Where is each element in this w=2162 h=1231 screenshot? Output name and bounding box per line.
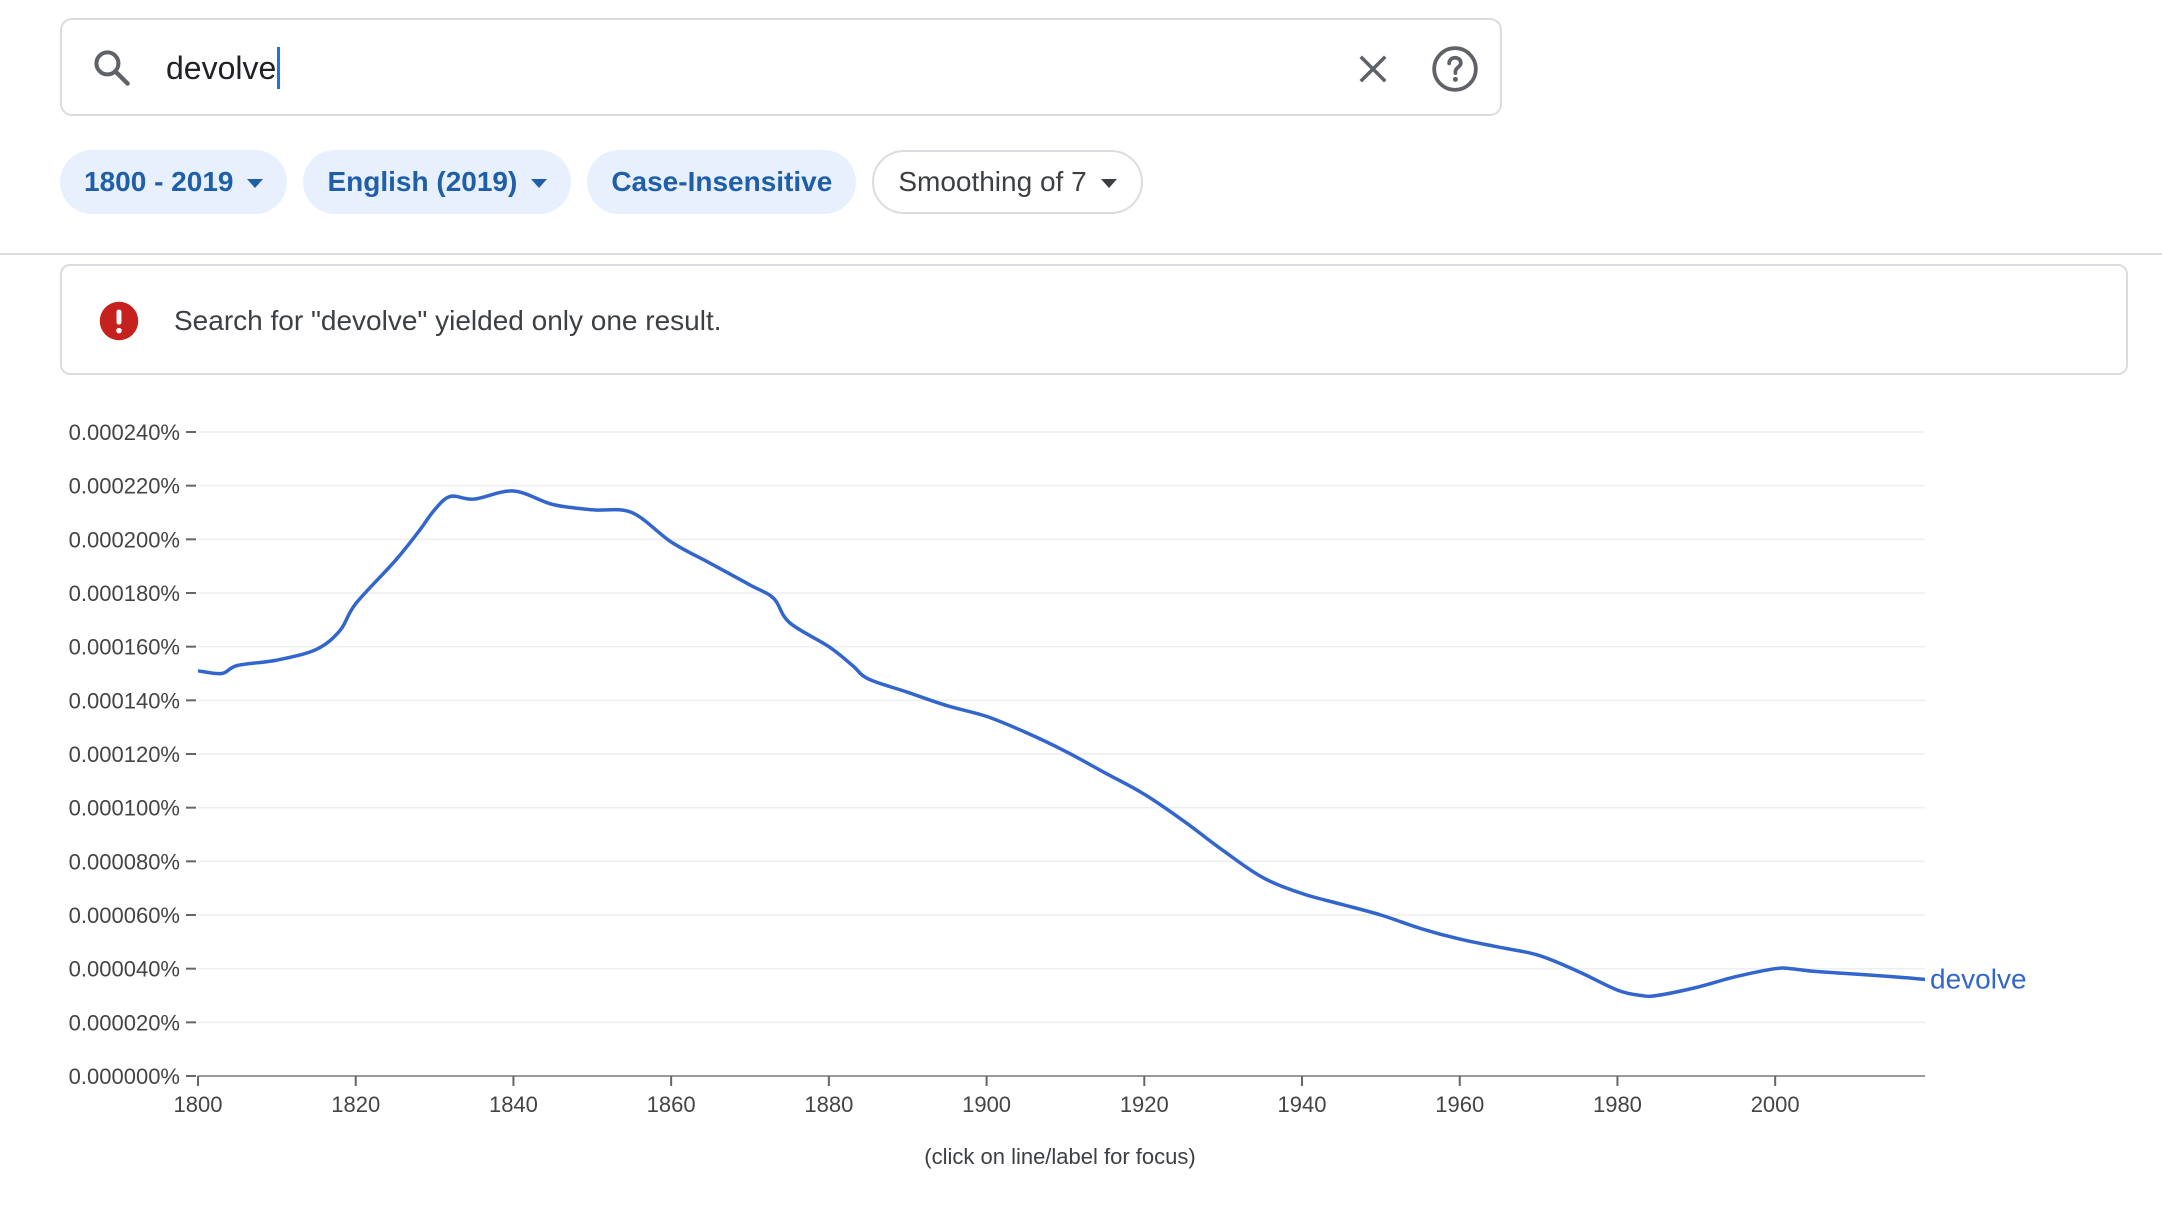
error-icon — [99, 301, 139, 341]
year-range-label: 1800 - 2019 — [84, 166, 234, 197]
y-tick-label: 0.000040% — [69, 957, 180, 982]
y-tick-label: 0.000000% — [69, 1064, 180, 1089]
alert-banner: Search for "devolve" yielded only one re… — [60, 264, 2128, 375]
search-query: devolve — [166, 50, 277, 86]
chart-footnote: (click on line/label for focus) — [924, 1144, 1196, 1169]
x-tick-label: 1940 — [1278, 1092, 1327, 1117]
y-tick-label: 0.000200% — [69, 527, 180, 552]
x-tick-label: 2000 — [1751, 1092, 1800, 1117]
case-sensitivity-label: Case-Insensitive — [611, 166, 833, 197]
search-icon — [94, 50, 130, 86]
x-tick-label: 1880 — [804, 1092, 853, 1117]
x-tick-label: 1900 — [962, 1092, 1011, 1117]
text-cursor — [277, 47, 281, 89]
search-box[interactable]: devolve — [60, 18, 1502, 116]
y-tick-label: 0.000240% — [69, 420, 180, 445]
y-tick-label: 0.000060% — [69, 903, 180, 928]
x-tick-label: 1860 — [647, 1092, 696, 1117]
chevron-down-icon — [247, 178, 264, 188]
smoothing-label: Smoothing of 7 — [898, 166, 1087, 197]
y-tick-label: 0.000160% — [69, 635, 180, 660]
year-range-chip[interactable]: 1800 - 2019 — [60, 150, 288, 214]
x-tick-label: 1840 — [489, 1092, 538, 1117]
x-tick-label: 1980 — [1593, 1092, 1642, 1117]
filter-chips: 1800 - 2019 English (2019) Case-Insensit… — [60, 150, 1143, 214]
x-tick-label: 1820 — [331, 1092, 380, 1117]
chevron-down-icon — [531, 178, 548, 188]
series-line-devolve[interactable] — [197, 489, 1926, 999]
line-chart: 0.000000% 0.000020% 0.000040% 0.000060% 0.00… — [69, 420, 2027, 1117]
corpus-label: English (2019) — [327, 166, 518, 197]
x-tick-label: 1960 — [1435, 1092, 1484, 1117]
x-tick-label: 1920 — [1120, 1092, 1169, 1117]
y-tick-label: 0.000140% — [69, 688, 180, 713]
y-tick-label: 0.000100% — [69, 796, 180, 821]
case-sensitivity-chip[interactable]: Case-Insensitive — [587, 150, 857, 214]
help-icon[interactable] — [1430, 44, 1480, 94]
y-tick-label: 0.000120% — [69, 742, 180, 767]
divider — [0, 253, 2162, 255]
y-tick-label: 0.000020% — [69, 1010, 180, 1035]
y-tick-label: 0.000220% — [69, 474, 180, 499]
series-label-devolve[interactable]: devolve — [1930, 963, 2027, 994]
corpus-chip[interactable]: English (2019) — [303, 150, 572, 214]
chevron-down-icon — [1100, 178, 1117, 188]
clear-icon[interactable] — [1352, 48, 1394, 90]
smoothing-chip[interactable]: Smoothing of 7 — [872, 150, 1143, 214]
search-input[interactable]: devolve — [166, 40, 281, 96]
y-tick-label: 0.000080% — [69, 849, 180, 874]
x-tick-label: 1800 — [174, 1092, 223, 1117]
y-tick-label: 0.000180% — [69, 581, 180, 606]
alert-message: Search for "devolve" yielded only one re… — [174, 305, 722, 336]
